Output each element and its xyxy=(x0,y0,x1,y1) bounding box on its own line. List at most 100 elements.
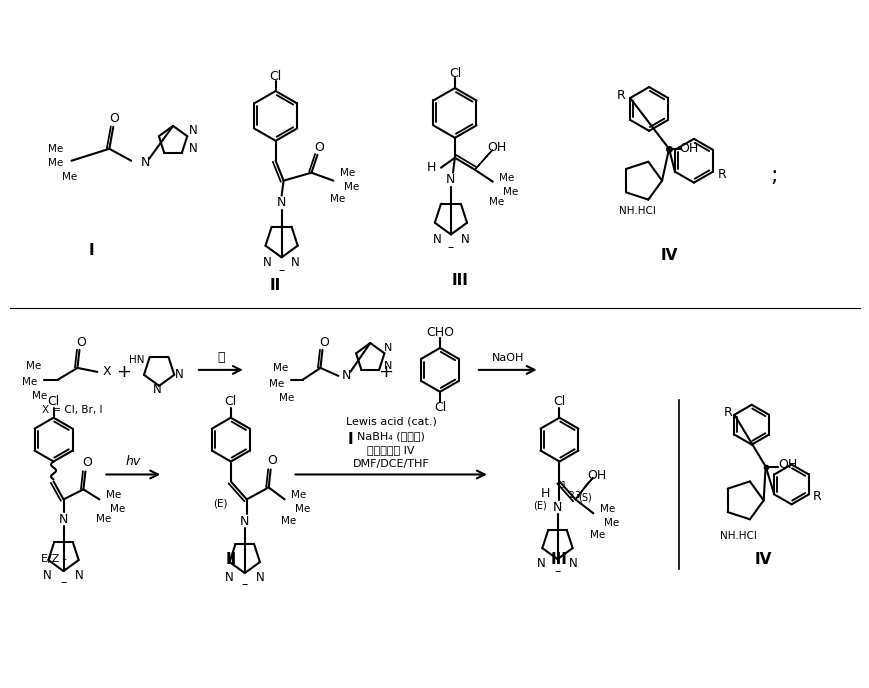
Text: N: N xyxy=(59,513,68,526)
Text: Me: Me xyxy=(62,172,77,182)
Text: Me: Me xyxy=(105,491,121,500)
Polygon shape xyxy=(474,150,492,170)
Text: Me: Me xyxy=(279,393,294,402)
Text: I: I xyxy=(89,243,94,258)
Text: N: N xyxy=(224,570,233,583)
Text: Cl: Cl xyxy=(448,67,461,80)
Text: OH: OH xyxy=(777,458,796,471)
Text: –: – xyxy=(60,577,67,590)
Text: CHO: CHO xyxy=(426,325,454,338)
Text: N: N xyxy=(552,501,561,514)
Text: III: III xyxy=(451,272,468,288)
Text: O: O xyxy=(319,336,329,349)
Text: HN: HN xyxy=(129,355,145,365)
Text: N: N xyxy=(140,156,149,169)
Text: Me: Me xyxy=(281,516,295,526)
Text: Cl: Cl xyxy=(434,401,446,414)
Text: N: N xyxy=(189,142,197,155)
Text: II: II xyxy=(269,278,281,292)
Text: NH.HCl: NH.HCl xyxy=(618,206,655,215)
Text: NaOH: NaOH xyxy=(491,353,523,363)
Text: NaBH₄ (还原剂): NaBH₄ (还原剂) xyxy=(357,431,425,440)
Text: E/Z -: E/Z - xyxy=(41,554,66,564)
Text: N: N xyxy=(383,361,392,371)
Text: III: III xyxy=(550,552,567,567)
Text: 1: 1 xyxy=(560,481,566,490)
Text: +: + xyxy=(116,363,130,381)
Text: Me: Me xyxy=(109,504,125,515)
Text: O: O xyxy=(109,112,119,125)
Text: R: R xyxy=(717,168,726,181)
Text: N: N xyxy=(460,233,468,246)
Text: N: N xyxy=(446,173,455,186)
Text: (E): (E) xyxy=(532,500,546,510)
Text: N: N xyxy=(263,256,272,269)
Text: Me: Me xyxy=(26,361,41,371)
Text: Cl: Cl xyxy=(48,396,60,408)
Text: (E): (E) xyxy=(214,498,228,508)
Text: N: N xyxy=(175,368,183,381)
Text: H: H xyxy=(426,161,435,174)
Text: Me: Me xyxy=(603,518,618,528)
Text: Me: Me xyxy=(488,197,504,206)
Text: (S): (S) xyxy=(578,493,592,502)
Text: N: N xyxy=(276,196,286,209)
Text: Cl: Cl xyxy=(553,396,565,408)
Text: N: N xyxy=(342,369,351,383)
Text: Me: Me xyxy=(48,158,63,168)
Text: II: II xyxy=(225,552,236,567)
Text: N: N xyxy=(291,256,300,269)
Text: Me: Me xyxy=(295,504,310,515)
Text: N: N xyxy=(75,568,83,581)
Text: N: N xyxy=(43,568,52,581)
Text: Me: Me xyxy=(269,379,284,389)
Text: R: R xyxy=(723,406,732,419)
Text: OH: OH xyxy=(487,141,506,154)
Text: N: N xyxy=(153,383,162,396)
Text: N: N xyxy=(189,125,197,138)
Text: N: N xyxy=(256,570,265,583)
Text: N: N xyxy=(240,515,249,528)
Text: Me: Me xyxy=(32,391,47,401)
Text: X: X xyxy=(103,365,111,378)
Text: –: – xyxy=(242,579,248,592)
Text: Me: Me xyxy=(329,193,345,204)
Text: Cl: Cl xyxy=(269,69,282,83)
Text: R: R xyxy=(616,89,625,102)
Text: hv: hv xyxy=(125,455,141,468)
Text: H: H xyxy=(541,487,549,500)
Text: 辅氮醇配体 IV: 辅氮醇配体 IV xyxy=(367,444,415,455)
Text: 3: 3 xyxy=(574,491,580,500)
Text: DMF/DCE/THF: DMF/DCE/THF xyxy=(353,458,429,469)
Text: Me: Me xyxy=(96,515,111,524)
Text: ;: ; xyxy=(769,166,777,186)
Text: Cl: Cl xyxy=(224,396,236,408)
Text: NH.HCl: NH.HCl xyxy=(720,531,756,541)
Text: Me: Me xyxy=(273,363,288,373)
Text: Me: Me xyxy=(589,530,604,540)
Text: I: I xyxy=(347,432,353,447)
Text: O: O xyxy=(268,454,277,467)
Text: –: – xyxy=(278,264,284,277)
Text: 碱: 碱 xyxy=(217,352,224,365)
Text: N: N xyxy=(536,557,546,570)
Text: 2: 2 xyxy=(568,491,574,500)
Text: Me: Me xyxy=(48,144,63,154)
Text: –: – xyxy=(554,565,560,578)
Text: R: R xyxy=(813,490,821,503)
Text: O: O xyxy=(83,456,92,469)
Polygon shape xyxy=(574,477,593,499)
Text: OH: OH xyxy=(587,469,607,482)
Text: O: O xyxy=(76,336,86,349)
Text: N: N xyxy=(432,233,441,246)
Text: Me: Me xyxy=(290,491,306,500)
Text: O: O xyxy=(315,141,324,154)
Text: Me: Me xyxy=(599,504,614,515)
Text: X = Cl, Br, I: X = Cl, Br, I xyxy=(42,405,102,415)
Text: N: N xyxy=(568,557,577,570)
Text: N: N xyxy=(383,343,392,353)
Text: Me: Me xyxy=(499,173,514,183)
Text: Lewis acid (cat.): Lewis acid (cat.) xyxy=(345,417,436,427)
Text: Me: Me xyxy=(22,377,37,387)
Text: –: – xyxy=(448,241,454,254)
